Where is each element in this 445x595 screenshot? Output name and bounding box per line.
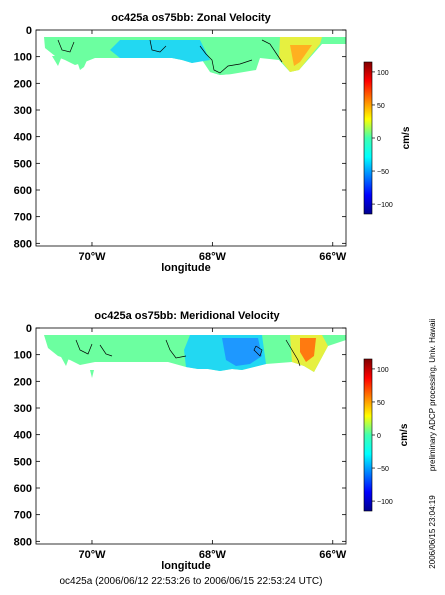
chart-title: oc425a os75bb: Meridional Velocity <box>94 310 280 322</box>
colorbar-label: cm/s <box>401 126 412 149</box>
colorbar-tick-label: −100 <box>377 499 393 506</box>
plot-frame <box>35 327 347 545</box>
data-region <box>60 355 70 366</box>
colorbar-gradient <box>363 61 373 215</box>
y-tick-label: 800 <box>14 238 32 250</box>
colorbar-tick-label: 50 <box>377 400 385 407</box>
y-tick-label: 0 <box>26 25 32 37</box>
colorbar-tick-label: −50 <box>377 466 389 473</box>
colorbar-tick-label: 0 <box>377 433 381 440</box>
contour-line <box>99 344 113 357</box>
x-axis-ticks: 70°W 68°W 66°W <box>78 328 347 561</box>
colorbar-ticks: 100 50 0 −50 −100 <box>372 70 393 209</box>
side-note: preliminary ADCP processing, Univ. Hawai… <box>428 319 437 471</box>
colorbar-ticks: 100 50 0 −50 −100 <box>372 367 393 506</box>
panel-zonal: oc425a os75bb: Zonal Velocity 0 100 200 300… <box>14 12 412 274</box>
colorbar: 100 50 0 −50 −100 cm/s <box>363 61 412 215</box>
colorbar-tick-label: 0 <box>377 136 381 143</box>
x-axis-label: longitude <box>161 560 211 572</box>
colorbar-tick-label: 100 <box>377 367 389 374</box>
y-tick-label: 800 <box>14 536 32 548</box>
contour-line <box>253 345 263 357</box>
x-tick-label: 68°W <box>199 251 227 263</box>
colorbar-tick-label: −100 <box>377 202 393 209</box>
data-field <box>44 335 346 378</box>
y-tick-label: 100 <box>14 52 32 64</box>
y-tick-label: 300 <box>14 403 32 415</box>
data-region <box>110 40 210 63</box>
data-region <box>300 338 316 362</box>
y-tick-label: 600 <box>14 483 32 495</box>
data-region <box>210 62 232 75</box>
contour-line <box>285 339 301 367</box>
data-region <box>222 338 262 366</box>
data-region <box>290 45 312 66</box>
x-tick-label: 66°W <box>319 251 347 263</box>
contour-line <box>261 39 283 63</box>
colorbar-gradient <box>363 358 373 512</box>
y-tick-label: 700 <box>14 510 32 522</box>
y-tick-label: 200 <box>14 376 32 388</box>
colorbar-tick-label: 100 <box>377 70 389 77</box>
y-axis-ticks: 0 100 200 300 400 500 600 700 800 <box>14 25 346 250</box>
contour-line <box>199 45 253 74</box>
contour-line <box>75 339 93 355</box>
colorbar-tick-label: 50 <box>377 103 385 110</box>
y-tick-label: 400 <box>14 132 32 144</box>
colorbar-tick-label: −50 <box>377 169 389 176</box>
x-axis-ticks: 70°W 68°W 66°W <box>78 30 347 263</box>
x-tick-label: 70°W <box>78 549 106 561</box>
data-region <box>90 370 94 378</box>
side-stamp: 2006/06/15 23:04:19 <box>428 495 437 569</box>
y-tick-label: 400 <box>14 430 32 442</box>
contour-line <box>149 39 167 53</box>
data-region <box>76 58 88 70</box>
y-tick-label: 0 <box>26 323 32 335</box>
y-tick-label: 500 <box>14 158 32 170</box>
panel-meridional: oc425a os75bb: Meridional Velocity 0 100 2… <box>14 310 410 572</box>
chart-title: oc425a os75bb: Zonal Velocity <box>111 12 271 24</box>
colorbar-label: cm/s <box>399 423 410 446</box>
y-tick-label: 600 <box>14 185 32 197</box>
colorbar: 100 50 0 −50 −100 cm/s <box>363 358 410 512</box>
x-tick-label: 66°W <box>319 549 347 561</box>
y-tick-label: 100 <box>14 350 32 362</box>
x-tick-label: 68°W <box>199 549 227 561</box>
y-tick-label: 300 <box>14 105 32 117</box>
y-axis-ticks: 0 100 200 300 400 500 600 700 800 <box>14 323 346 548</box>
y-tick-label: 500 <box>14 456 32 468</box>
contour-line <box>165 339 187 359</box>
x-tick-label: 70°W <box>78 251 106 263</box>
contour-line <box>57 39 75 53</box>
y-tick-label: 700 <box>14 212 32 224</box>
footer-caption: oc425a (2006/06/12 22:53:26 to 2006/06/1… <box>60 576 323 587</box>
y-tick-label: 200 <box>14 78 32 90</box>
data-region <box>52 56 62 66</box>
data-field <box>44 37 346 75</box>
x-axis-label: longitude <box>161 262 211 274</box>
plot-frame <box>35 29 347 247</box>
